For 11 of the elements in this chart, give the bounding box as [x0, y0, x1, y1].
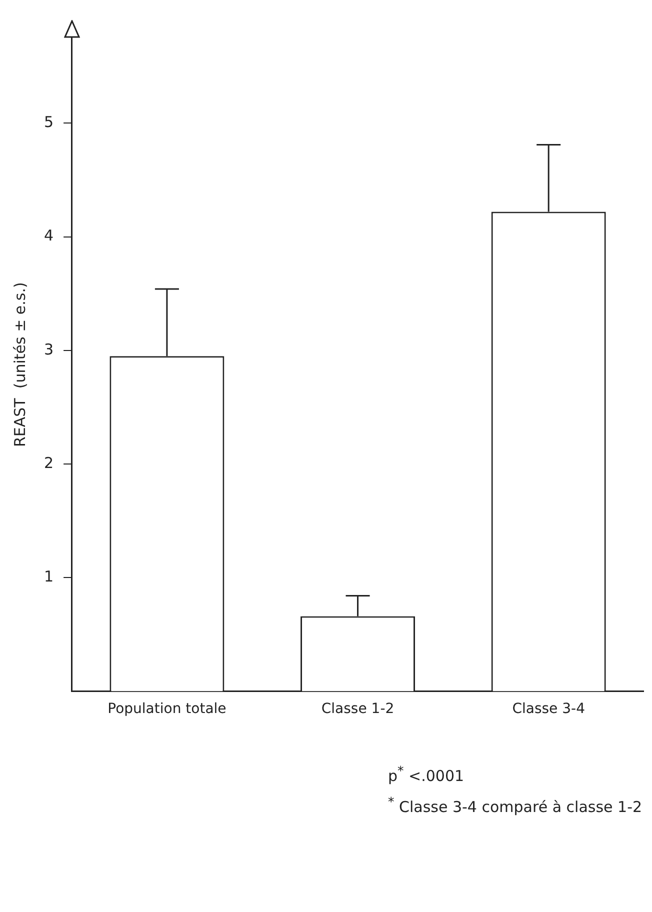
y-tick-label: 3: [44, 340, 54, 358]
text: p$^{*}$ <.0001: [388, 762, 466, 787]
y-tick-label: 5: [44, 113, 54, 132]
y-axis-title: REAST (unités ± e.s.): [10, 282, 29, 448]
y-tick-label: 1: [44, 567, 54, 586]
x-tick-label: Classe 3-4: [512, 701, 586, 718]
y-tick-label: 2: [44, 454, 54, 472]
text: $^{*}$ Classe 3-4 comparé à classe 1-2: [388, 793, 644, 818]
x-tick-label: Classe 1-2: [321, 701, 394, 718]
y-tick-label: 4: [44, 226, 54, 245]
x-tick-label: Population totale: [108, 701, 226, 718]
